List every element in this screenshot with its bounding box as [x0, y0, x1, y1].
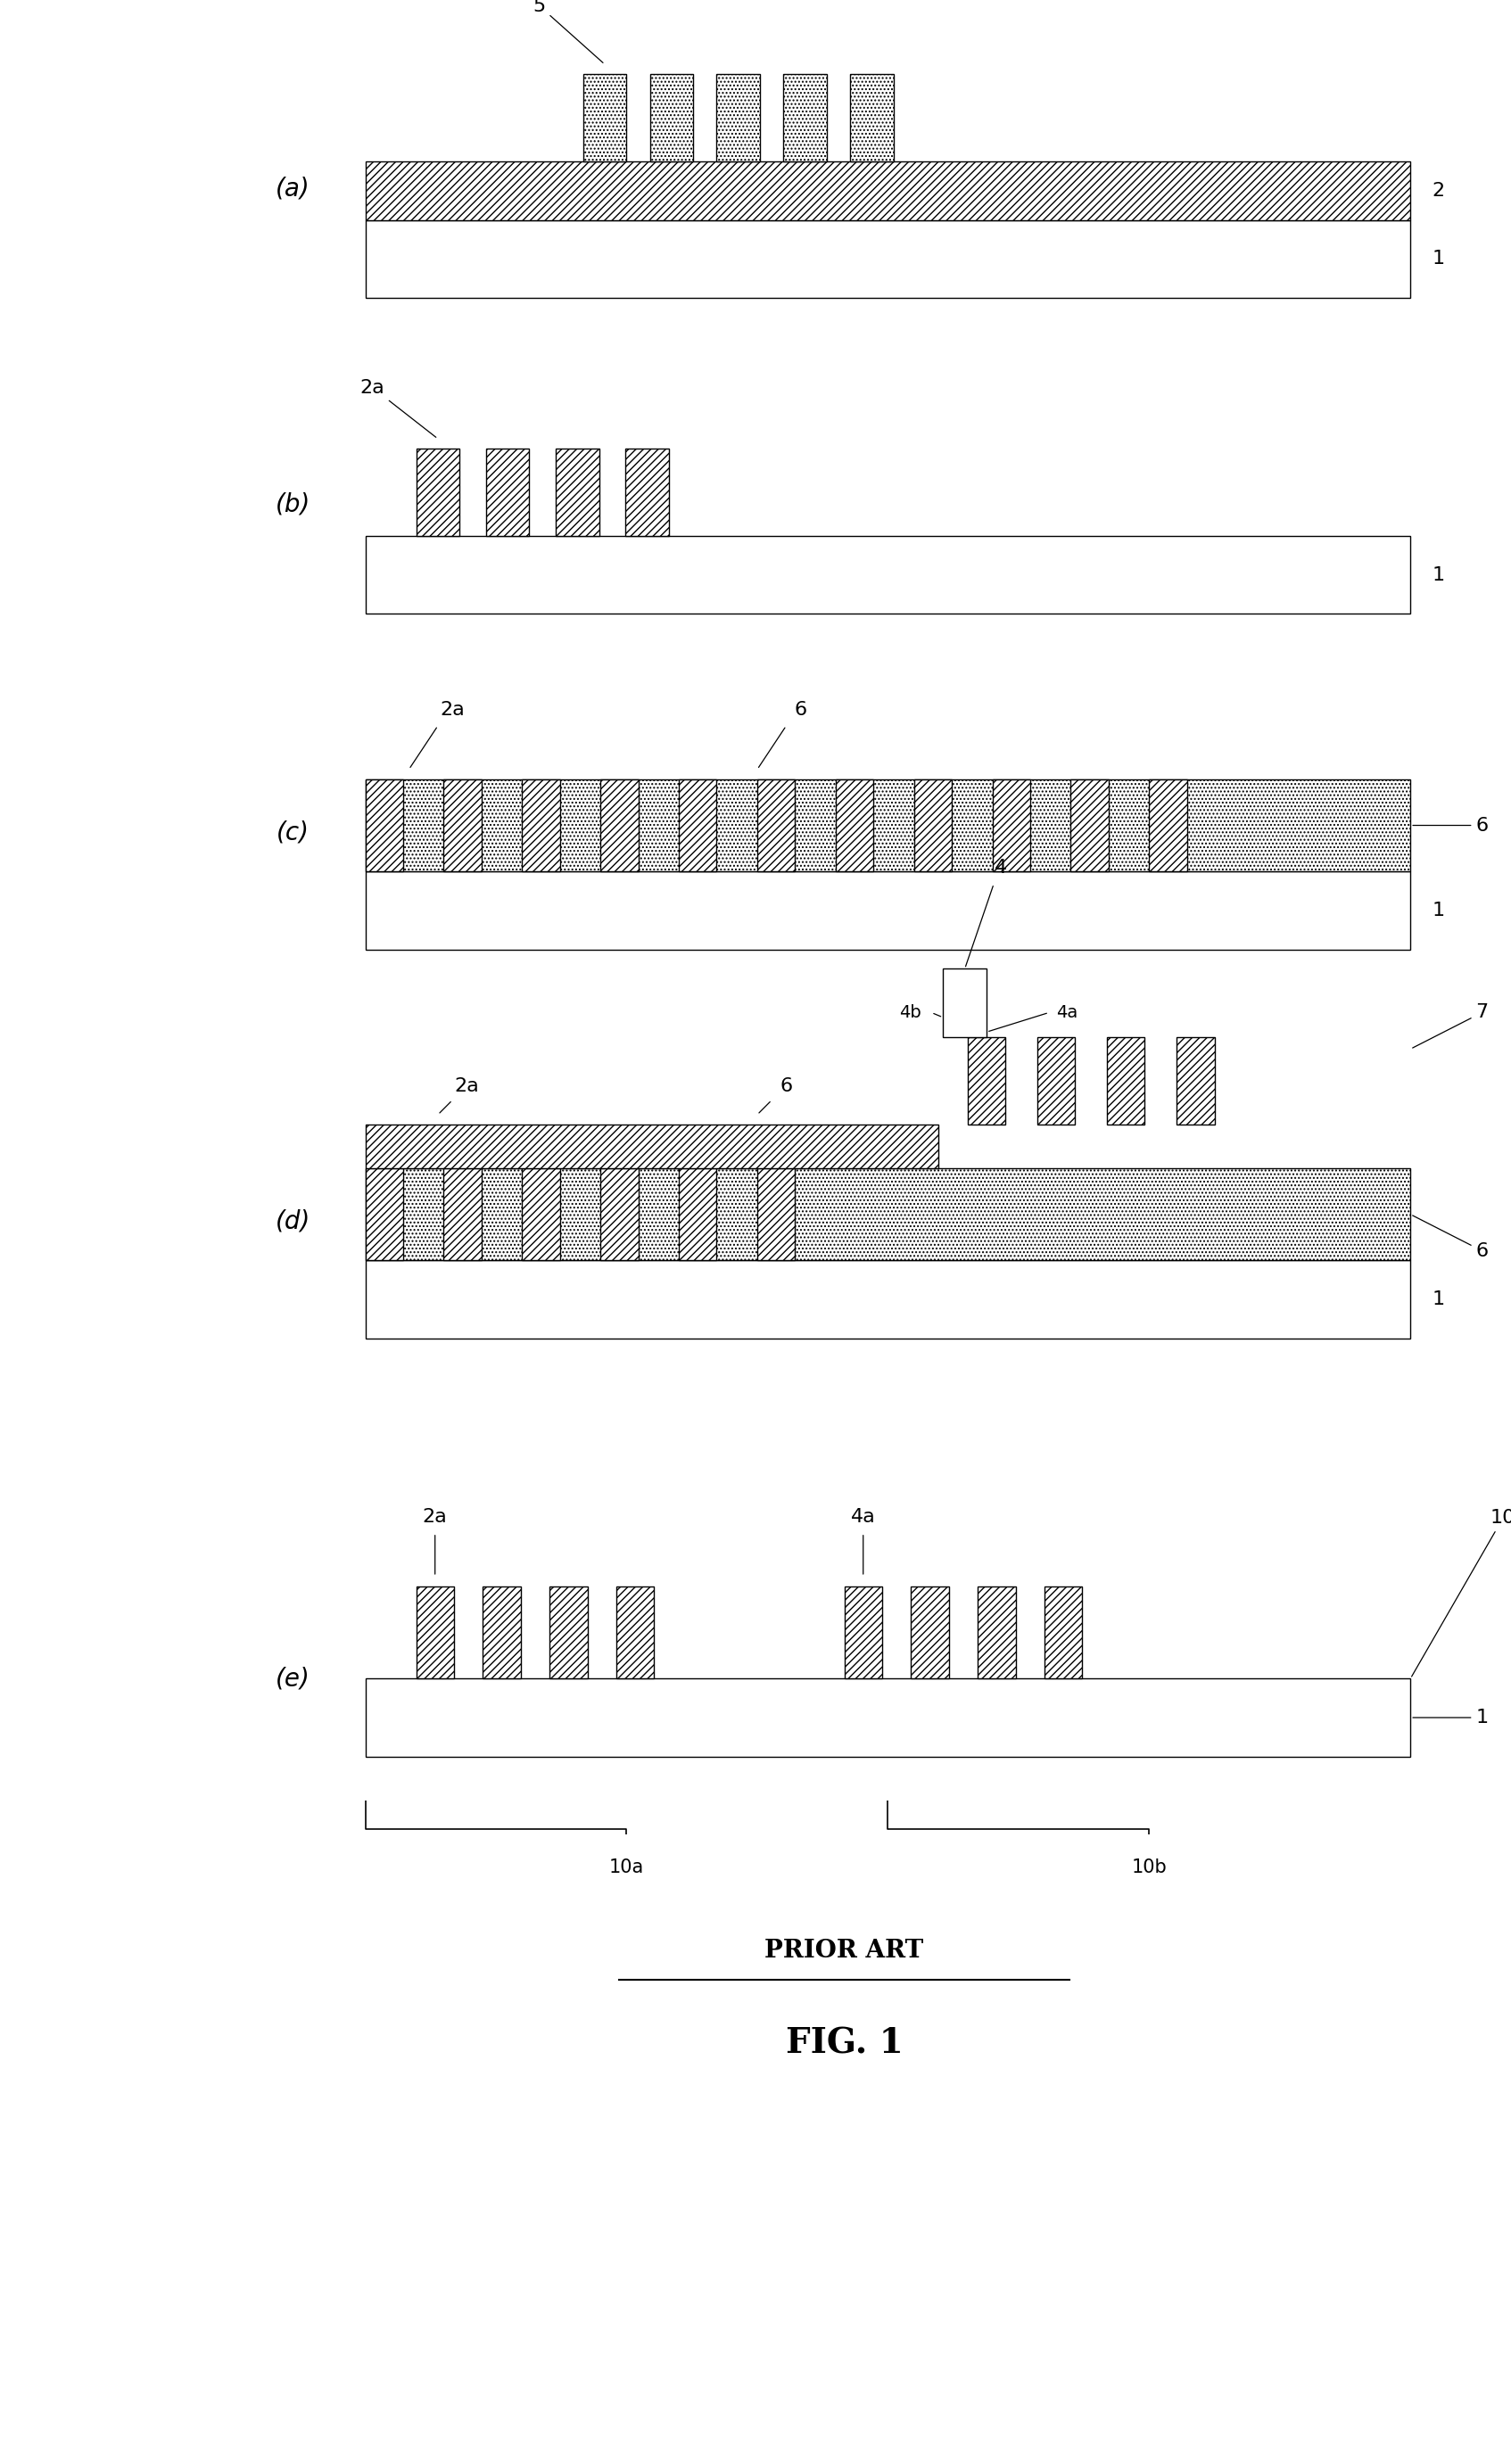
Text: 1: 1 [1432, 249, 1445, 269]
Text: 2: 2 [1432, 182, 1445, 200]
Text: 5: 5 [533, 0, 603, 62]
Bar [444, 779, 482, 872]
Text: 6: 6 [1413, 1215, 1488, 1259]
Bar [366, 1124, 938, 1168]
Text: 10a: 10a [609, 1858, 644, 1878]
Bar [366, 537, 1410, 614]
Bar [783, 74, 827, 163]
Text: 4a: 4a [851, 1508, 875, 1525]
Bar [1044, 1587, 1082, 1678]
Text: 10: 10 [1411, 1510, 1511, 1676]
Text: 6: 6 [795, 700, 807, 719]
Text: 4: 4 [994, 857, 1008, 877]
Bar [600, 779, 638, 872]
Text: (c): (c) [277, 821, 310, 845]
Bar [416, 448, 459, 537]
Bar [366, 779, 403, 872]
Text: 2a: 2a [455, 1077, 479, 1094]
Text: 1: 1 [1432, 902, 1445, 919]
Bar [1038, 1037, 1076, 1124]
Bar [366, 1168, 1410, 1262]
Bar [678, 1168, 716, 1262]
Bar [650, 74, 694, 163]
Bar [550, 1587, 588, 1678]
Bar [845, 1587, 882, 1678]
Bar [851, 74, 893, 163]
Bar [616, 1587, 654, 1678]
Bar [484, 1587, 521, 1678]
Bar [967, 1037, 1005, 1124]
Text: 1: 1 [1413, 1708, 1488, 1727]
Bar [911, 1587, 949, 1678]
Bar [366, 1678, 1410, 1757]
Bar [1108, 1037, 1145, 1124]
Bar [914, 779, 952, 872]
Bar [366, 163, 1410, 219]
Text: 6: 6 [1413, 816, 1488, 835]
Text: 2a: 2a [423, 1508, 447, 1525]
Text: PRIOR ART: PRIOR ART [765, 1939, 923, 1964]
Text: 4a: 4a [1056, 1005, 1077, 1020]
Bar [836, 779, 873, 872]
Text: 6: 6 [780, 1077, 793, 1094]
Bar [556, 448, 598, 537]
Bar [366, 779, 1410, 872]
Bar [523, 779, 561, 872]
Bar [1177, 1037, 1215, 1124]
Bar [757, 779, 795, 872]
Text: 2a: 2a [360, 379, 437, 436]
Bar [583, 74, 627, 163]
Bar [366, 219, 1410, 298]
Bar [678, 779, 716, 872]
Bar [416, 1587, 453, 1678]
Text: 2a: 2a [440, 700, 465, 719]
Text: FIG. 1: FIG. 1 [786, 2025, 904, 2060]
Text: 4b: 4b [899, 1005, 922, 1020]
Bar [366, 1168, 403, 1262]
Text: (e): (e) [275, 1666, 310, 1690]
Text: 1: 1 [1432, 567, 1445, 584]
Bar [716, 74, 760, 163]
Bar [1150, 779, 1186, 872]
Text: 10b: 10b [1132, 1858, 1166, 1878]
Text: (b): (b) [275, 493, 310, 517]
Bar [757, 1168, 795, 1262]
Text: (a): (a) [275, 175, 310, 202]
Bar [993, 779, 1031, 872]
Bar [366, 1262, 1410, 1338]
Text: 7: 7 [1413, 1003, 1488, 1047]
Bar [978, 1587, 1015, 1678]
Bar [487, 448, 529, 537]
Bar [626, 448, 669, 537]
Bar [444, 1168, 482, 1262]
Bar [600, 1168, 638, 1262]
Bar [943, 968, 987, 1037]
Bar [1071, 779, 1109, 872]
Text: 1: 1 [1432, 1291, 1445, 1308]
Bar [366, 872, 1410, 949]
Bar [523, 1168, 561, 1262]
Text: (d): (d) [275, 1210, 310, 1234]
